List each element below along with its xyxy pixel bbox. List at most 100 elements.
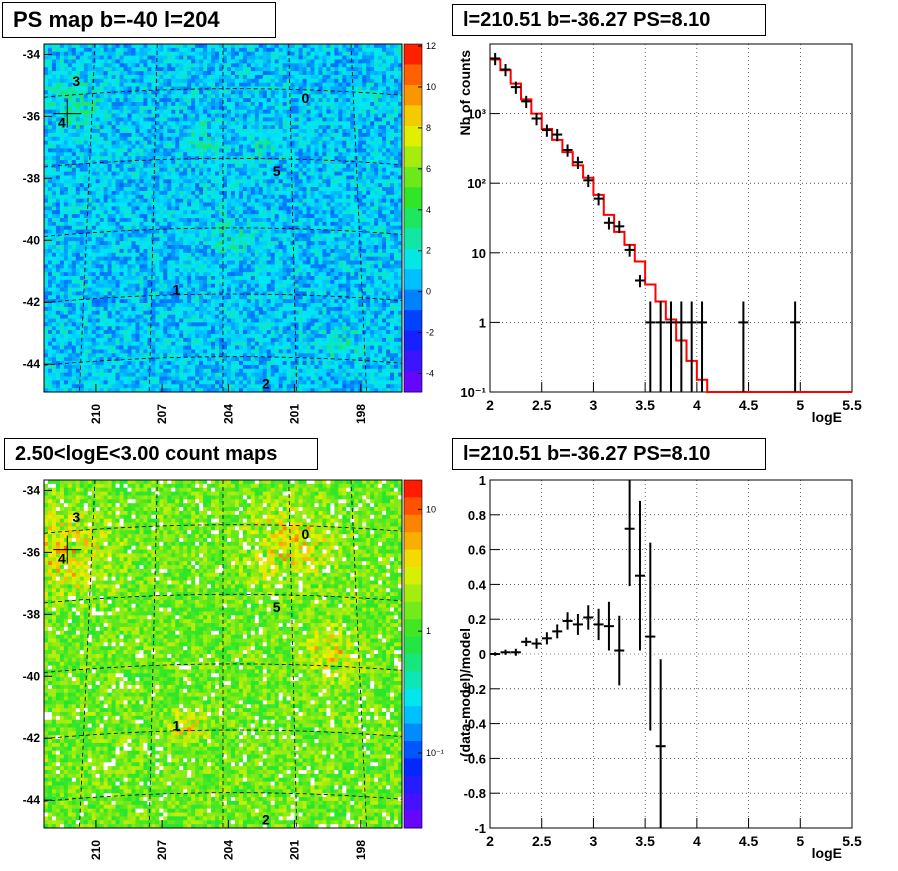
residual-ytick-label: 0.6 [468,543,486,558]
map-1-colorbar-cell [404,776,422,794]
map-1-xtick-label: 204 [221,840,235,860]
map-1-ytick-label: -40 [23,669,41,683]
residual-ytick-label: 0.8 [468,508,486,523]
map-1-xtick-label: 201 [288,840,302,860]
spectrum-xtick-label: 3.5 [635,397,655,413]
map-0-colorbar-label: -4 [426,369,434,379]
map-0-ytick-label: -40 [23,233,41,247]
spectrum-xtick-label: 4 [693,397,701,413]
map-0-colorbar-cell [404,249,422,270]
spectrum-xtick-label: 2 [486,397,494,413]
map-1-colorbar-cell [404,689,422,707]
map-1-source-label: 5 [273,599,281,615]
spectrum-ytick-label: 1 [479,315,486,330]
map-0-colorbar-cell [404,290,422,311]
map-0-colorbar-label: -2 [426,328,434,338]
map-1-colorbar-cell [404,619,422,637]
map-0-colorbar-label: 4 [426,205,431,215]
map-1-colorbar-cell [404,550,422,568]
residual-xtick-label: 2 [486,833,494,849]
residual-ytick-label: 0.4 [468,577,487,592]
map-1-colorbar-cell [404,584,422,602]
map-1-colorbar-cell [404,515,422,533]
map-0-colorbar-cell [404,208,422,229]
residual-ytick-label: 1 [479,473,486,488]
residual-xtick-label: 5 [796,833,804,849]
residual-xtick-label: 2.5 [532,833,552,849]
map-1-source-label: 0 [301,526,309,542]
map-0-colorbar-cell [404,269,422,290]
map-1-colorbar-cell [404,532,422,550]
map-1-xtick-label: 198 [354,840,368,860]
map-1-colorbar-cell [404,602,422,620]
map-0-colorbar-cell [404,310,422,331]
map-0-xtick-label: 204 [221,404,235,424]
map-0-colorbar-cell [404,44,422,65]
map-1-ytick-label: -44 [23,793,41,807]
map-0-colorbar-cell [404,187,422,208]
map-0-source-label: 0 [301,90,309,106]
map-1-ytick-label: -34 [23,483,41,497]
spectrum-xtick-label: 4.5 [739,397,759,413]
map-0-colorbar-label: 12 [426,41,436,51]
map-0-ytick-label: -34 [23,47,41,61]
spectrum-xtick-label: 5.5 [842,397,862,413]
map-0-source-label: 3 [72,73,80,89]
residual-xtick-label: 4.5 [739,833,759,849]
residual-xtick-label: 4 [693,833,701,849]
map-1-source-label: 1 [173,718,181,734]
map-1-colorbar-cell [404,480,422,498]
residual-ylabel: (data-model)/model [457,628,473,757]
map-1-colorbar-cell [404,637,422,655]
map-0-source-label: 2 [262,376,270,392]
map-0-ytick-label: -36 [23,109,41,123]
map-0-colorbar-cell [404,228,422,249]
map-1-colorbar-cell [404,758,422,776]
map-1-colorbar-label: 1 [426,626,431,636]
residual-xlabel: logE [812,845,842,861]
spectrum-ytick-label: 10² [467,176,486,191]
map-0-colorbar-cell [404,372,422,393]
map-0-colorbar-cell [404,351,422,372]
spectrum-ytick-label: 10⁻¹ [460,385,486,400]
map-0-colorbar-cell [404,105,422,126]
spectrum-ylabel: Nb of counts [457,50,473,136]
residual-ytick-label: 0 [479,647,486,662]
map-0-colorbar-cell [404,167,422,188]
map-0-colorbar-label: 2 [426,246,431,256]
residual-group: 2 2.5 3 3.5 4 4.5 5 5.5-1-0.8-0.6-0.4-0.200.20.… [457,473,862,861]
spectrum-xtick-label: 3 [590,397,598,413]
map-0-ytick-label: -44 [23,357,41,371]
map-1-colorbar-cell [404,811,422,829]
residual-xtick-label: 5.5 [842,833,862,849]
spectrum-xlabel: logE [812,409,842,425]
residual-xtick-label: 3 [590,833,598,849]
map-0-xtick-label: 198 [354,404,368,424]
map-1-colorbar-cell [404,741,422,759]
map-0-colorbar-label: 10 [426,82,436,92]
map-0-source-label: 1 [173,282,181,298]
map-0-xtick-label: 207 [155,404,169,424]
map-0-xtick-label: 201 [288,404,302,424]
map-0-xtick-label: 210 [89,404,103,424]
map-1-colorbar-cell [404,654,422,672]
map-1-source-label: 4 [58,551,66,567]
map-1-colorbar-cell [404,793,422,811]
map-1-source-label: 2 [262,812,270,828]
spectrum-ytick-label: 10 [472,246,486,261]
map-1-colorbar-cell [404,671,422,689]
map-1-colorbar-label: 10 [426,504,436,514]
map-0-colorbar-cell [404,64,422,85]
map-0-colorbar-label: 8 [426,123,431,133]
map-0-colorbar-cell [404,146,422,167]
residual-xtick-label: 3.5 [635,833,655,849]
residual-ytick-label: -0.8 [464,786,486,801]
map-1-colorbar-cell [404,567,422,585]
map-1-colorbar-cell [404,706,422,724]
map-0-colorbar-cell [404,126,422,147]
map-1-colorbar-cell [404,724,422,742]
